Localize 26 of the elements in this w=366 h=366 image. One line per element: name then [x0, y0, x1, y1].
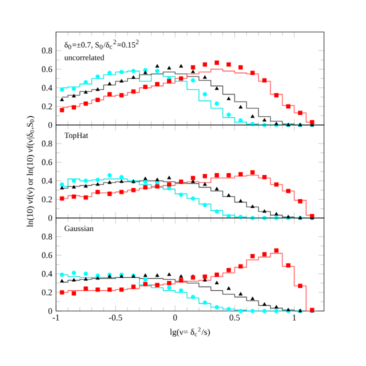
x-axis-title: lg(ν= δ$_{c}$$^{2}$/s): [170, 327, 210, 337]
x-tick-label: -0.5: [109, 314, 122, 320]
y-tick-label: 0.2: [42, 103, 52, 110]
y-tick-label: 0.4: [42, 270, 52, 277]
annotation: TopHat: [64, 132, 88, 140]
x-tick-label: 0: [173, 314, 177, 320]
x-tick-label: 1: [292, 314, 296, 320]
text: δ$_{0}$=±0.7, S$_{0}$/δ$_{c}$$^{2}$=0.15$^{2}$: [64, 40, 139, 50]
y-tick-label: 0.2: [42, 196, 52, 202]
annotation: uncorrelated: [64, 54, 104, 60]
annotation: Gaussian: [64, 226, 94, 232]
x-tick-label: 0.5: [230, 314, 240, 320]
y-tick-label: 0: [48, 215, 52, 221]
y-tick-label: 0.8: [42, 140, 52, 147]
y-axis-title: ln(10) νf(ν) or ln(10) νf(ν|δ$_{0}$,S$_{0}$): [26, 116, 35, 228]
y-tick-label: 0.4: [42, 84, 52, 91]
y-tick-label: 0.2: [42, 289, 52, 296]
y-tick-label: 0.6: [42, 66, 52, 72]
y-tick-label: 0.6: [42, 252, 52, 258]
y-tick-label: 0: [48, 122, 52, 128]
y-tick-label: 0.8: [42, 234, 52, 240]
y-tick-label: 0: [48, 308, 52, 314]
y-tick-label: 0.6: [42, 159, 52, 166]
y-tick-label: 0.4: [42, 178, 52, 184]
y-tick-label: 0.8: [42, 48, 52, 54]
x-tick-label: -1: [52, 314, 60, 320]
